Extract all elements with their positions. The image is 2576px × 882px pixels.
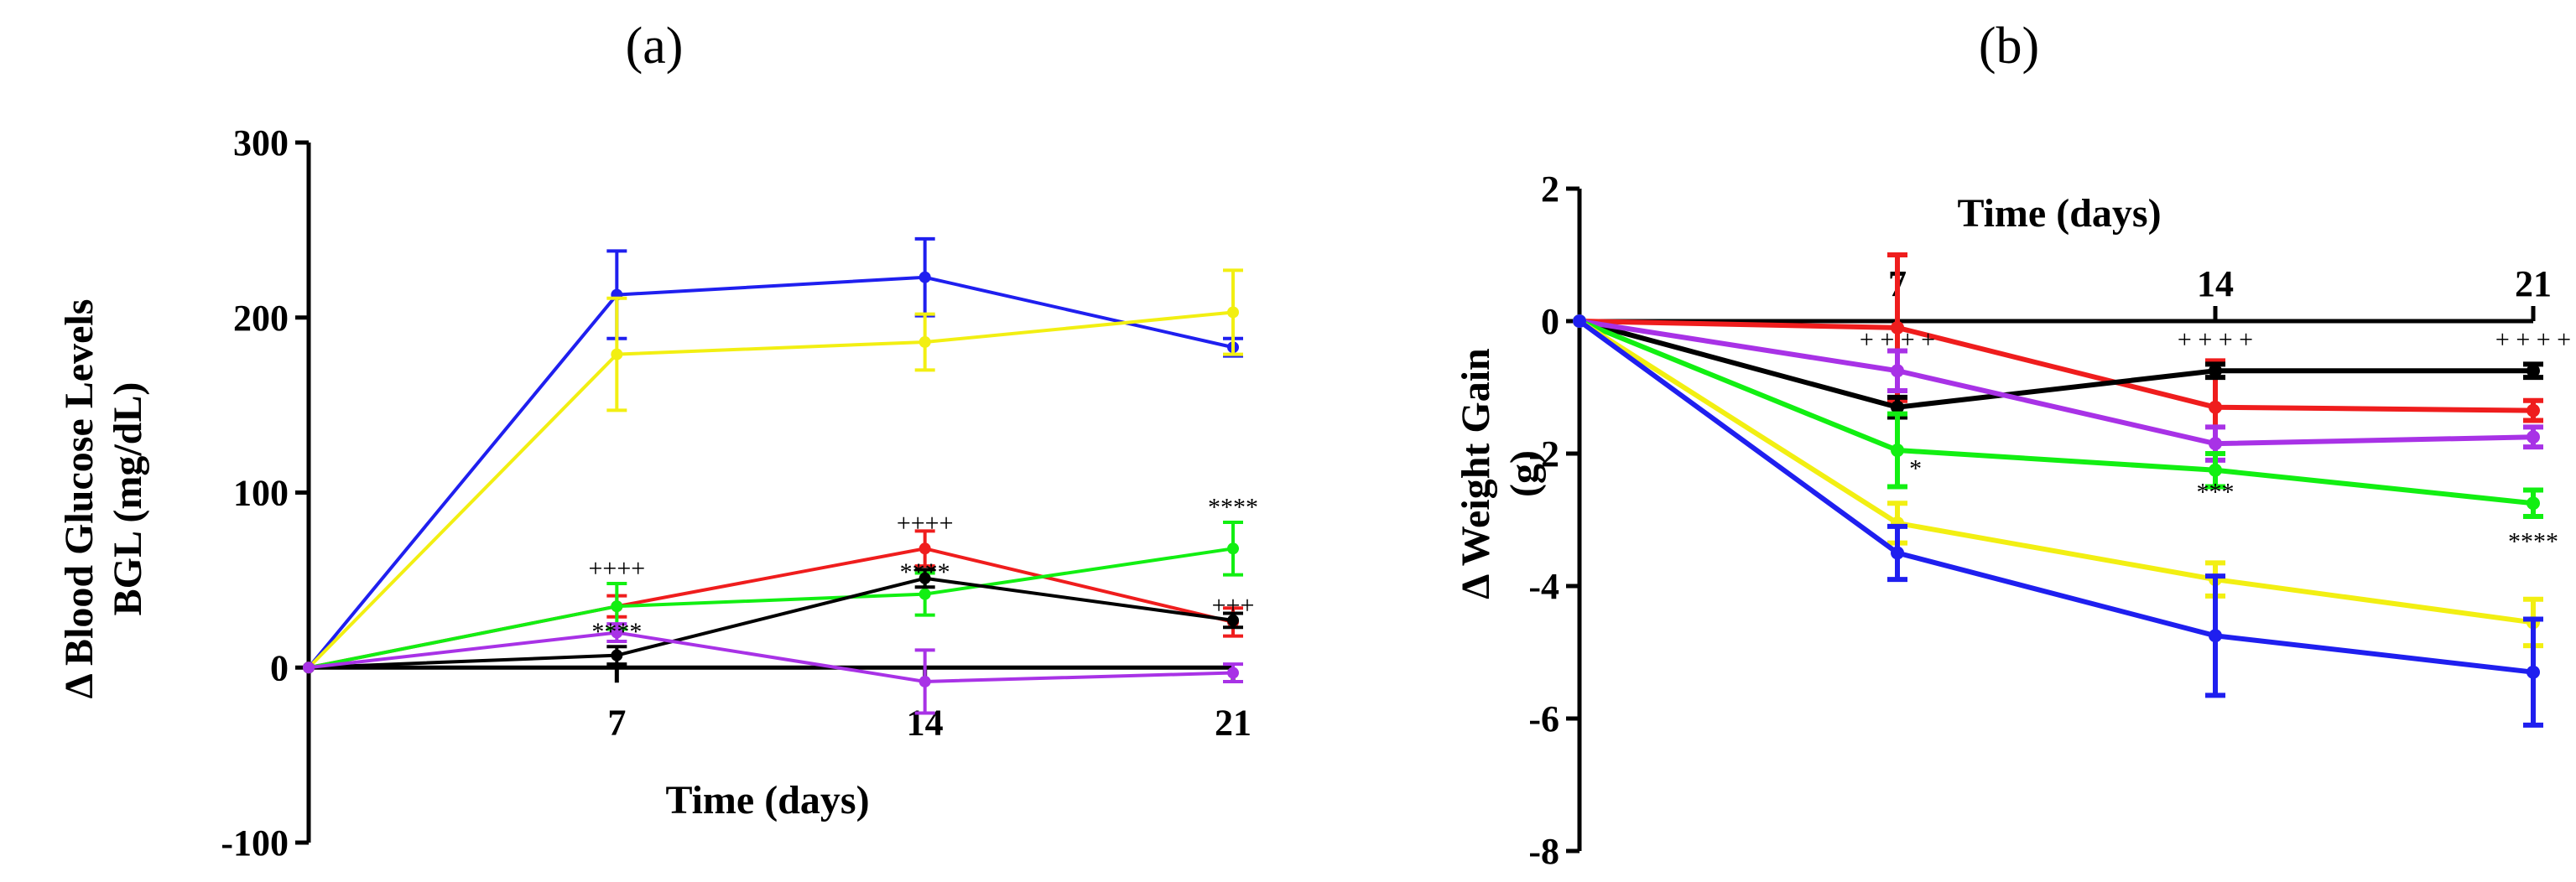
a-y-tick-label: -100 [221,822,289,864]
data-point-purple [1227,667,1239,679]
series-line-blue [307,275,1234,669]
data-point-green [2527,496,2540,511]
data-point-yellow [611,348,623,361]
b-y-tick-label: -4 [1528,566,1559,607]
panel-b-y-axis-title-line1: Δ Weight Gain [1454,348,1498,599]
data-point-purple [2527,430,2540,444]
data-point-purple [1891,364,1904,378]
b-y-tick-label: -6 [1528,698,1559,739]
a-annotation: ++++ [588,555,645,583]
a-annotation: **** [1208,494,1258,521]
data-point-purple [611,626,623,639]
data-point-red [919,542,931,555]
data-point-black [1227,614,1239,626]
panel-b: (b) 20-2-4-6-871421 + + + ++ + + ++ + + … [1454,18,2571,872]
data-point-green [2209,463,2222,477]
panel-b-axes: 20-2-4-6-871421 [1528,169,2552,872]
a-annotation: **** [900,558,950,586]
panel-a-x-axis-title: Time (days) [665,778,869,822]
data-point-purple [303,662,315,674]
b-annotation: + + + + [1860,326,1935,354]
b-y-tick-label: -8 [1528,831,1559,872]
series-line-yellow [1578,319,2534,625]
b-annotation: * [1909,455,1922,483]
data-point-green [919,588,931,600]
series-line-green [1578,319,2534,506]
panel-b-series [1573,252,2543,728]
panel-a-y-axis-title-line2: BGL (mg/dL) [106,382,150,616]
panel-b-label: (b) [1979,18,2039,75]
b-y-tick-label: 2 [1541,169,1559,210]
a-y-tick-label: 200 [233,298,289,339]
series-line-blue [1578,319,2534,675]
data-point-blue [1573,314,1586,328]
a-annotation: ++++ [897,509,954,537]
a-annotation: **** [591,618,642,646]
a-y-tick-label: 300 [233,122,289,163]
b-annotation: + + + + [2495,326,2571,354]
data-point-black [919,572,931,584]
series-line-red [308,547,1234,670]
b-annotation: + + + + [2178,326,2253,354]
data-point-purple [2209,437,2222,451]
panel-b-x-axis-title: Time (days) [1957,191,2161,236]
a-x-tick-label: 21 [1215,702,1252,743]
data-point-black [2209,364,2222,378]
panel-a-series [303,236,1243,715]
a-y-tick-label: 0 [270,647,289,688]
series-line-black [1579,319,2533,410]
panel-a-label: (a) [626,18,684,75]
series-line-black [308,576,1234,670]
data-point-purple [919,675,931,687]
b-y-tick-label: -2 [1528,433,1559,475]
data-point-black [1891,400,1904,414]
series-line-green [308,547,1234,670]
b-annotation: **** [2508,528,2558,556]
data-point-blue [2209,629,2222,643]
series-line-purple [308,630,1234,683]
a-annotation: +++ [1212,592,1255,620]
panel-a-annotations: ++++ **** ++++ **** **** +++ [588,494,1258,646]
b-x-tick-label: 21 [2515,263,2552,304]
b-x-tick-label: 14 [2197,263,2234,304]
series-line-purple [1579,319,2534,447]
data-point-black [2527,364,2540,378]
a-x-tick-label: 7 [607,702,626,743]
data-point-blue [919,271,931,283]
panel-b-y-axis-title-line2: (g) [1502,450,1547,497]
a-y-tick-label: 100 [233,473,289,514]
data-point-green [1227,542,1239,555]
data-point-black [611,649,623,662]
data-point-blue [2527,665,2540,679]
panel-b-annotations: + + + + + + + + + + + +******** [1860,326,2571,556]
data-point-red [2527,403,2540,418]
data-point-yellow [919,335,931,348]
panel-a-y-axis-title-line1: Δ Blood Glucose Levels [57,299,101,699]
series-line-red [1579,319,2534,413]
data-point-yellow [1227,306,1239,319]
data-point-green [1891,444,1904,458]
series-line-yellow [307,310,1234,669]
b-annotation: *** [2197,478,2235,506]
data-point-red [2209,400,2222,414]
b-y-tick-label: 0 [1541,301,1559,342]
data-point-red [1891,320,1904,335]
data-point-green [611,600,623,613]
data-point-blue [1891,546,1904,560]
